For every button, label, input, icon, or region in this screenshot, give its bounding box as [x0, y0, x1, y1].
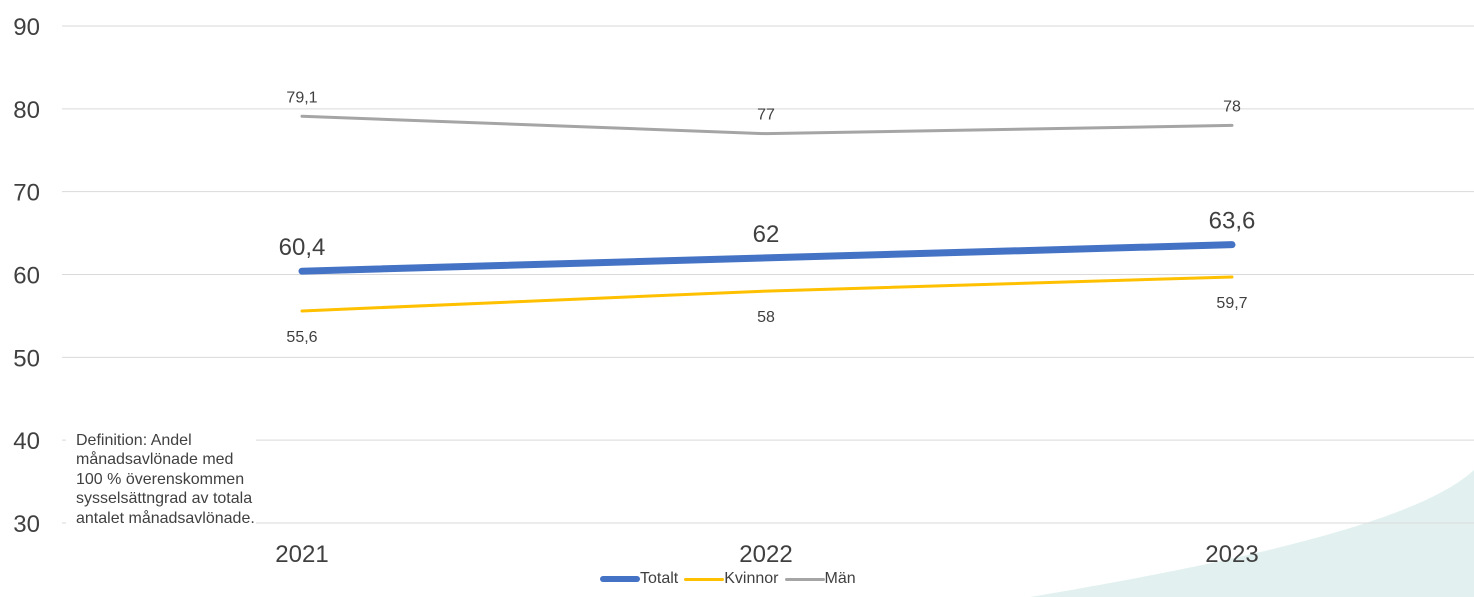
- legend-swatch-totalt: [600, 576, 640, 582]
- y-tick-label-90: 90: [13, 14, 40, 41]
- data-label-män-2021: 79,1: [286, 89, 317, 106]
- legend-label-man: Män: [824, 570, 856, 587]
- series-line-totalt: [298, 241, 1236, 275]
- x-axis-ticks: 2021 2022 2023: [275, 541, 1258, 568]
- y-axis-ticks: 90 80 70 60 50 40 30: [13, 14, 40, 538]
- y-tick-label-80: 80: [13, 97, 40, 124]
- decorative-wave: [1030, 470, 1474, 597]
- series-line-kvinnor: [300, 275, 1234, 313]
- series-lines: [298, 114, 1236, 313]
- x-tick-label-2021: 2021: [275, 541, 328, 568]
- data-label-totalt-2021: 60,4: [279, 234, 326, 261]
- series-line-män: [300, 114, 1234, 136]
- data-labels: 60,4 62 63,6 55,6 58 59,7 79,1 77 78: [279, 89, 1256, 346]
- x-tick-label-2022: 2022: [739, 541, 792, 568]
- data-label-män-2023: 78: [1223, 98, 1241, 115]
- x-tick-label-2023: 2023: [1205, 541, 1258, 568]
- y-tick-label-30: 30: [13, 511, 40, 538]
- data-label-kvinnor-2023: 59,7: [1216, 295, 1247, 312]
- data-label-kvinnor-2022: 58: [757, 309, 775, 326]
- data-label-totalt-2023: 63,6: [1209, 208, 1256, 235]
- data-label-män-2022: 77: [757, 107, 775, 124]
- legend-label-kvinnor: Kvinnor: [724, 570, 779, 587]
- gridlines: [62, 25, 1474, 524]
- y-tick-label-70: 70: [13, 180, 40, 207]
- y-tick-label-50: 50: [13, 345, 40, 372]
- definition-note: Definition: Andel månadsavlönade med 100…: [66, 430, 256, 597]
- y-tick-label-60: 60: [13, 263, 40, 290]
- data-label-totalt-2022: 62: [753, 221, 780, 248]
- legend-item-man: Män: [784, 570, 856, 588]
- legend-swatch-kvinnor: [684, 577, 725, 581]
- legend-item-kvinnor: Kvinnor: [684, 570, 779, 588]
- legend-item-totalt: Totalt: [600, 570, 678, 588]
- data-label-kvinnor-2021: 55,6: [286, 329, 317, 346]
- legend-swatch-man: [784, 577, 825, 581]
- legend-label-totalt: Totalt: [640, 570, 679, 587]
- legend: Totalt Kvinnor Män: [600, 568, 862, 590]
- y-tick-label-40: 40: [13, 428, 40, 455]
